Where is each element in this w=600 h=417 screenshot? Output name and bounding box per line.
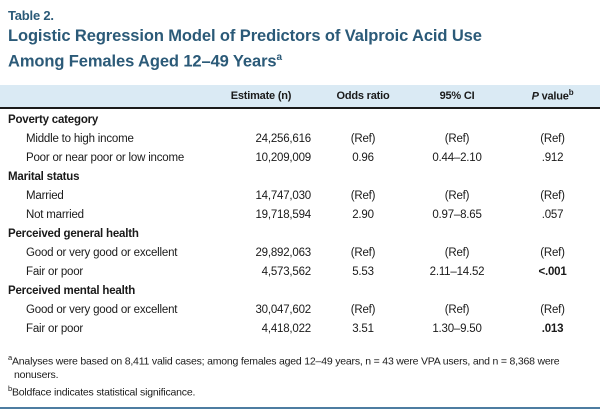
cell-ci: (Ref) xyxy=(444,247,470,259)
cell-ci: 0.44–2.10 xyxy=(432,152,482,164)
row-label: Poor or near poor or low income xyxy=(26,152,185,164)
cell-p-value: .013 xyxy=(541,323,564,335)
footnote-b-marker: b xyxy=(8,384,12,393)
row-label: Good or very good or excellent xyxy=(26,247,178,259)
table-group-row: Perceived mental health xyxy=(0,282,600,301)
footnote-a: aAnalyses were based on 8,411 valid case… xyxy=(8,351,592,383)
cell-odds-ratio: (Ref) xyxy=(350,190,376,202)
cell-estimate: 10,209,009 xyxy=(255,152,311,164)
group-label: Poverty category xyxy=(8,114,99,126)
cell-estimate: 24,256,616 xyxy=(255,133,311,145)
cell-ci: (Ref) xyxy=(444,190,470,202)
bottom-rule xyxy=(0,407,600,409)
cell-estimate: 4,573,562 xyxy=(261,266,312,278)
p-value-rest: value xyxy=(538,90,569,103)
table-group-row: Marital status xyxy=(0,168,600,187)
cell-p-value: (Ref) xyxy=(540,247,565,259)
cell-ci: 0.97–8.65 xyxy=(432,209,482,221)
cell-p-value: (Ref) xyxy=(540,304,565,316)
cell-estimate: 29,892,063 xyxy=(255,247,311,259)
cell-odds-ratio: (Ref) xyxy=(350,133,376,145)
footnotes: aAnalyses were based on 8,411 valid case… xyxy=(8,351,592,401)
cell-odds-ratio: (Ref) xyxy=(350,304,376,316)
table-body: Poverty category Middle to high income 2… xyxy=(0,111,600,339)
cell-odds-ratio: 0.96 xyxy=(352,152,374,164)
table-row: Married 14,747,030 (Ref) (Ref) (Ref) xyxy=(0,187,600,206)
cell-estimate: 19,718,594 xyxy=(255,209,311,221)
cell-estimate: 30,047,602 xyxy=(255,304,311,316)
cell-p-value: .057 xyxy=(541,209,564,221)
group-label: Perceived general health xyxy=(8,228,139,240)
column-header-estimate: Estimate (n) xyxy=(230,89,292,102)
cell-p-value: (Ref) xyxy=(540,190,565,202)
table-row: Good or very good or excellent 29,892,06… xyxy=(0,244,600,263)
table-row: Fair or poor 4,573,562 5.53 2.11–14.52 <… xyxy=(0,263,600,282)
row-label: Fair or poor xyxy=(26,323,84,335)
cell-estimate: 14,747,030 xyxy=(255,190,311,202)
group-label: Perceived mental health xyxy=(8,285,136,297)
table-row: Middle to high income 24,256,616 (Ref) (… xyxy=(0,130,600,149)
row-label: Middle to high income xyxy=(26,133,134,145)
footnote-a-marker: a xyxy=(8,352,12,362)
cell-p-value: (Ref) xyxy=(540,133,565,145)
column-header-odds-ratio: Odds ratio xyxy=(336,89,390,102)
table-title: Logistic Regression Model of Predictors … xyxy=(8,26,523,73)
row-label: Married xyxy=(26,190,64,202)
table-number: Table 2. xyxy=(8,8,54,23)
cell-ci: (Ref) xyxy=(444,133,470,145)
cell-odds-ratio: 2.90 xyxy=(352,209,374,221)
cell-odds-ratio: 5.53 xyxy=(352,266,374,278)
journal-table-figure: Table 2. Logistic Regression Model of Pr… xyxy=(0,8,600,417)
table-group-row: Poverty category xyxy=(0,111,600,130)
table-group-row: Perceived general health xyxy=(0,225,600,244)
footnote-b-text: Boldface indicates statistical significa… xyxy=(11,386,196,399)
cell-p-value: <.001 xyxy=(538,266,567,278)
column-header-ci: 95% CI xyxy=(439,89,475,102)
cell-p-value: .912 xyxy=(541,152,564,164)
cell-ci: (Ref) xyxy=(444,304,470,316)
table-row: Poor or near poor or low income 10,209,0… xyxy=(0,149,600,168)
footnote-a-text: Analyses were based on 8,411 valid cases… xyxy=(11,355,560,381)
cell-odds-ratio: (Ref) xyxy=(350,247,376,259)
table-row: Good or very good or excellent 30,047,60… xyxy=(0,301,600,320)
row-label: Good or very good or excellent xyxy=(26,304,178,316)
table-title-text: Logistic Regression Model of Predictors … xyxy=(8,27,482,71)
row-label: Not married xyxy=(26,209,84,221)
group-label: Marital status xyxy=(8,171,80,183)
table-header-row: Estimate (n) Odds ratio 95% CI P valueb xyxy=(0,84,600,109)
row-label: Fair or poor xyxy=(26,266,84,278)
table-row: Fair or poor 4,418,022 3.51 1.30–9.50 .0… xyxy=(0,320,600,339)
column-header-p-value: P valueb xyxy=(505,88,600,103)
cell-odds-ratio: 3.51 xyxy=(352,323,374,335)
table-row: Not married 19,718,594 2.90 0.97–8.65 .0… xyxy=(0,206,600,225)
footnote-b: bBoldface indicates statistical signific… xyxy=(8,382,592,400)
cell-estimate: 4,418,022 xyxy=(261,323,312,335)
cell-ci: 1.30–9.50 xyxy=(432,323,482,335)
table-title-superscript: a xyxy=(276,52,282,63)
p-value-superscript: b xyxy=(568,88,574,98)
cell-ci: 2.11–14.52 xyxy=(429,266,485,278)
p-value-italic-p: P xyxy=(531,90,539,103)
